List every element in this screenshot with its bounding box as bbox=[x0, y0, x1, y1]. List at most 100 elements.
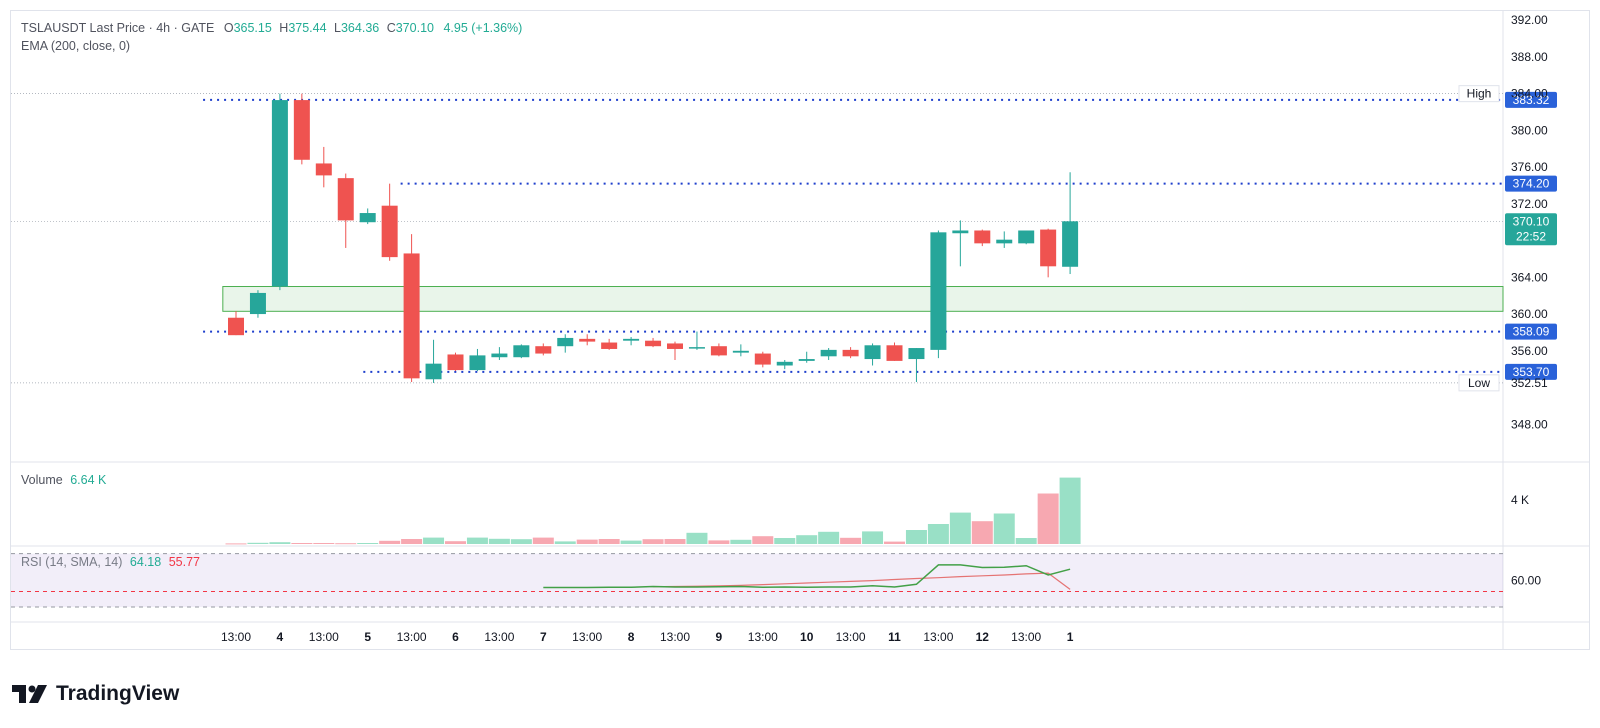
time-tick-8: 13:00 bbox=[572, 630, 602, 644]
hline-label-bg-2 bbox=[1505, 323, 1557, 340]
candle-body-35 bbox=[996, 239, 1013, 244]
volume-bar-33 bbox=[949, 512, 971, 544]
last-price-label: 370.10 bbox=[1513, 214, 1550, 228]
hline-label-bg-1 bbox=[1505, 175, 1557, 192]
open-value: 365.15 bbox=[233, 21, 272, 35]
volume-bar-37 bbox=[1037, 493, 1059, 544]
time-tick-19: 1 bbox=[1067, 630, 1074, 644]
low-label: L bbox=[334, 21, 341, 35]
time-tick-17: 12 bbox=[976, 630, 990, 644]
ema-legend: EMA (200, close, 0) bbox=[21, 39, 131, 53]
candle-body-3 bbox=[293, 100, 310, 160]
volume-legend: Volume 6.64 K bbox=[21, 473, 106, 487]
support-zone bbox=[222, 286, 1504, 312]
low-label-bg bbox=[1458, 374, 1500, 392]
time-tick-6: 13:00 bbox=[484, 630, 514, 644]
volume-bar-10 bbox=[445, 541, 466, 544]
volume-bar-23 bbox=[730, 539, 752, 544]
volume-bars bbox=[225, 477, 1081, 545]
candle-body-36 bbox=[1018, 230, 1035, 244]
volume-bar-6 bbox=[357, 543, 379, 544]
candle-body-38 bbox=[1062, 221, 1079, 267]
rsi-line bbox=[543, 564, 1071, 589]
candle-body-10 bbox=[447, 354, 464, 371]
volume-bar-24 bbox=[752, 536, 774, 544]
low-value: 364.36 bbox=[340, 21, 380, 35]
high-label: H bbox=[279, 21, 289, 35]
rsi-tick: 60.00 bbox=[1511, 573, 1541, 587]
volume-bar-18 bbox=[620, 540, 642, 544]
hline-label-1: 374.20 bbox=[1513, 177, 1550, 191]
volume-bar-28 bbox=[840, 537, 862, 544]
close-label: C bbox=[386, 21, 396, 35]
candle-body-13 bbox=[513, 345, 530, 358]
volume-bar-12 bbox=[488, 538, 510, 544]
open-label: O bbox=[223, 21, 234, 35]
candle-body-12 bbox=[491, 353, 508, 358]
candle-body-22 bbox=[710, 346, 727, 356]
candle-body-23 bbox=[732, 350, 749, 353]
last-price-countdown: 22:52 bbox=[1516, 229, 1546, 243]
volume-bar-11 bbox=[466, 537, 488, 544]
candle-body-18 bbox=[623, 338, 640, 341]
horizontal-lines bbox=[203, 98, 1503, 373]
tradingview-logo[interactable]: TradingView bbox=[12, 682, 179, 706]
time-tick-13: 10 bbox=[800, 630, 814, 644]
hline-label-bg-0 bbox=[1505, 91, 1557, 108]
candle-body-25 bbox=[776, 361, 793, 366]
price-chart[interactable]: 383.32 374.20 358.09 353.70 4 K 60.00 392.00 38… bbox=[11, 11, 1590, 650]
volume-bar-30 bbox=[884, 541, 905, 544]
volume-bar-17 bbox=[598, 539, 620, 544]
close-value: 370.10 bbox=[395, 21, 434, 35]
candle-body-5 bbox=[337, 178, 354, 221]
time-tick-4: 13:00 bbox=[397, 630, 427, 644]
time-axis: 13:00 4 13:00 5 13:00 6 13:00 7 13:00 8 13:00 9 13:0… bbox=[221, 630, 1074, 644]
rsi-value: 64.18 bbox=[129, 555, 162, 569]
volume-bar-21 bbox=[686, 532, 708, 544]
rsi-ma-value: 55.77 bbox=[168, 555, 200, 569]
candle-body-17 bbox=[601, 342, 618, 349]
candle-body-8 bbox=[403, 253, 420, 379]
tradingview-wordmark: TradingView bbox=[56, 682, 180, 705]
candle-body-6 bbox=[359, 213, 376, 223]
candle-body-20 bbox=[667, 343, 683, 349]
change-value: 4.95 (+1.36%) bbox=[443, 21, 523, 35]
time-tick-14: 13:00 bbox=[836, 630, 866, 644]
hline-label-bg-3 bbox=[1505, 363, 1557, 380]
high-value: 384.00 bbox=[1511, 87, 1548, 101]
price-tick-1: 388.00 bbox=[1511, 50, 1548, 64]
chart-frame[interactable]: 383.32 374.20 358.09 353.70 4 K 60.00 392.00 38… bbox=[10, 10, 1590, 650]
high-label: High bbox=[1467, 87, 1492, 101]
low-value: 352.51 bbox=[1511, 376, 1548, 390]
symbol-label: TSLAUSDT Last Price · 4h · GATE bbox=[21, 21, 215, 35]
volume-value: 6.64 K bbox=[70, 473, 107, 487]
hline-label-3: 353.70 bbox=[1513, 365, 1550, 379]
candle-body-9 bbox=[425, 363, 442, 380]
volume-bar-25 bbox=[774, 538, 796, 544]
time-tick-5: 6 bbox=[452, 630, 459, 644]
volume-bar-32 bbox=[927, 524, 949, 544]
candle-body-34 bbox=[974, 230, 991, 244]
time-tick-10: 13:00 bbox=[660, 630, 690, 644]
candle-body-30 bbox=[886, 345, 903, 361]
candle-body-7 bbox=[381, 205, 398, 258]
candle-body-29 bbox=[864, 345, 881, 360]
candle-body-28 bbox=[842, 349, 859, 357]
volume-bar-29 bbox=[862, 531, 884, 544]
volume-bar-13 bbox=[510, 539, 532, 544]
candle-body-37 bbox=[1040, 229, 1057, 267]
volume-bar-3 bbox=[291, 543, 313, 544]
volume-bar-16 bbox=[576, 539, 598, 544]
candle-body-14 bbox=[535, 346, 552, 354]
volume-bar-27 bbox=[818, 531, 840, 544]
rsi-pane bbox=[11, 553, 1503, 608]
last-price-bg bbox=[1505, 213, 1557, 246]
candle-body-0 bbox=[228, 317, 244, 336]
rsi-label: RSI (14, SMA, 14) bbox=[21, 555, 123, 569]
volume-bar-34 bbox=[971, 521, 993, 544]
candle-body-26 bbox=[798, 359, 815, 361]
volume-bar-38 bbox=[1059, 477, 1081, 544]
volume-bar-5 bbox=[335, 543, 357, 545]
volume-bar-7 bbox=[379, 540, 401, 544]
time-tick-16: 13:00 bbox=[923, 630, 953, 644]
